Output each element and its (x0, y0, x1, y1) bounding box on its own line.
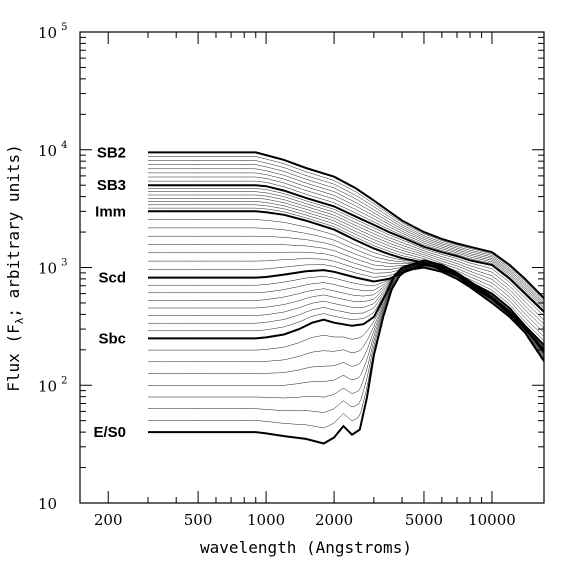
y-axis-title-suffix: ; arbitrary units) (4, 144, 23, 317)
interpolated-line (148, 156, 545, 300)
series-label-imm: Imm (95, 203, 126, 220)
y-tick-label: 10 4 (38, 140, 67, 160)
interpolated-line (148, 204, 545, 337)
series-label-scd: Scd (98, 270, 126, 287)
series-labels: SB2 SB3 Imm Scd Sbc E/S0 (93, 144, 126, 441)
series-line-scd (148, 263, 545, 351)
x-tick-label: 5000 (405, 511, 443, 529)
interpolated-line (148, 201, 545, 333)
y-tick-label: 10 3 (38, 258, 67, 278)
interpolated-line (148, 207, 545, 341)
series-line-e-s0 (148, 266, 545, 445)
interpolated-line (148, 198, 545, 329)
interpolated-line (148, 160, 545, 302)
y-tick-exponent: 4 (61, 140, 67, 151)
tick-labels: 200 500 1000 2000 5000 10000 10 10 2 10 3 10 4 10 5 (38, 22, 516, 529)
y-tick-label: 10 2 (38, 375, 67, 395)
x-tick-label: 200 (94, 511, 123, 529)
y-axis-title: Flux (Fλ; arbitrary units) (4, 144, 26, 391)
interpolated-line (148, 188, 545, 317)
y-tick-exponent: 3 (61, 258, 67, 269)
x-tick-label: 2000 (315, 511, 353, 529)
y-tick-base: 10 (38, 377, 57, 395)
series-label-sbc: Sbc (98, 330, 126, 347)
x-tick-label: 1000 (247, 511, 285, 529)
interpolated-line (148, 176, 545, 309)
series-line-sbc (148, 259, 545, 354)
y-tick-exponent: 2 (61, 375, 67, 386)
interpolated-line (148, 194, 545, 325)
interpolated-line (148, 164, 545, 304)
y-axis-title-subscript: λ (13, 317, 26, 324)
y-tick-base: 10 (38, 24, 57, 42)
interpolated-line (148, 258, 545, 349)
template-series-lines (148, 151, 545, 445)
series-label-e-s0: E/S0 (93, 424, 126, 441)
series-line-sb3 (148, 184, 545, 313)
interpolated-line (148, 172, 545, 307)
interpolated-line (148, 227, 545, 347)
x-axis-title: wavelength (Angstroms) (200, 538, 412, 557)
interpolated-line (148, 262, 545, 363)
y-tick-base: 10 (38, 142, 57, 160)
y-tick-label: 10 5 (38, 22, 67, 42)
x-tick-label: 500 (184, 511, 213, 529)
interpolated-line (148, 219, 545, 346)
y-axis-title-prefix: Flux (F (4, 324, 23, 391)
x-tick-label: 10000 (468, 511, 516, 529)
series-line-imm (148, 210, 545, 346)
series-line-sb2 (148, 151, 545, 299)
y-tick-exponent: 5 (61, 22, 67, 33)
y-tick-label: 10 (38, 495, 57, 513)
series-label-sb3: SB3 (97, 177, 126, 194)
y-tick-base: 10 (38, 495, 57, 513)
interpolated-line (148, 180, 545, 311)
interpolated-line (148, 191, 545, 321)
series-label-sb2: SB2 (97, 144, 126, 161)
axis-ticks (80, 31, 544, 504)
y-tick-base: 10 (38, 260, 57, 278)
interpolated-line (148, 168, 545, 306)
